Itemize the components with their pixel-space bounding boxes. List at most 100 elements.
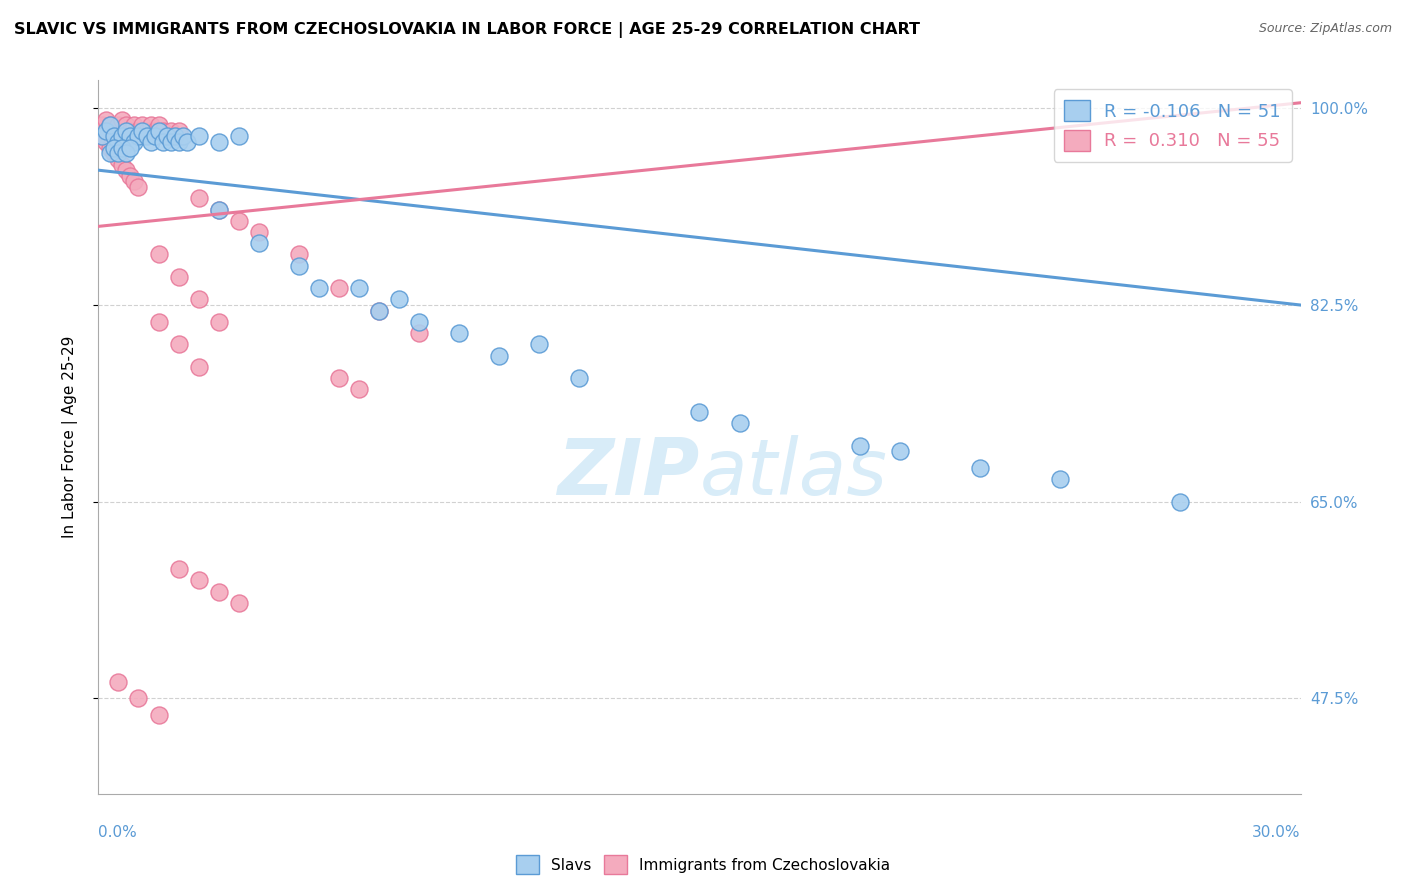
Point: [152, 124, 174, 138]
Point: [167, 337, 190, 351]
Point: [148, 118, 170, 132]
Point: [135, 124, 157, 138]
Text: 0.0%: 0.0%: [98, 825, 138, 840]
Point: [328, 281, 350, 295]
Point: [143, 129, 166, 144]
Point: [139, 118, 162, 132]
Point: [103, 129, 125, 144]
Point: [969, 461, 991, 475]
Point: [167, 562, 190, 576]
Point: [163, 129, 186, 144]
Point: [91, 129, 114, 144]
Legend: Slavs, Immigrants from Czechoslovakia: Slavs, Immigrants from Czechoslovakia: [510, 849, 896, 880]
Point: [111, 112, 134, 127]
Point: [128, 129, 150, 144]
Point: [115, 118, 138, 132]
Point: [115, 124, 138, 138]
Point: [1049, 472, 1071, 486]
Point: [228, 129, 250, 144]
Point: [124, 118, 146, 132]
Point: [107, 146, 129, 161]
Text: Source: ZipAtlas.com: Source: ZipAtlas.com: [1258, 22, 1392, 36]
Point: [111, 141, 134, 155]
Point: [103, 124, 125, 138]
Point: [247, 225, 270, 239]
Point: [124, 174, 146, 188]
Point: [388, 293, 411, 307]
Point: [368, 303, 391, 318]
Point: [689, 405, 711, 419]
Point: [120, 124, 142, 138]
Point: [889, 444, 911, 458]
Point: [187, 129, 209, 144]
Point: [155, 129, 177, 144]
Point: [208, 315, 231, 329]
Point: [100, 118, 122, 132]
Point: [96, 135, 118, 149]
Point: [172, 129, 194, 144]
Point: [288, 259, 311, 273]
Point: [111, 129, 134, 144]
Point: [107, 152, 129, 166]
Point: [228, 213, 250, 227]
Point: [187, 574, 209, 588]
Point: [208, 584, 231, 599]
Text: atlas: atlas: [700, 434, 887, 511]
Point: [208, 135, 231, 149]
Point: [120, 141, 142, 155]
Point: [187, 191, 209, 205]
Point: [208, 202, 231, 217]
Point: [111, 157, 134, 171]
Point: [187, 293, 209, 307]
Point: [91, 118, 114, 132]
Point: [91, 129, 114, 144]
Point: [148, 247, 170, 261]
Point: [228, 596, 250, 610]
Point: [187, 359, 209, 374]
Point: [347, 281, 370, 295]
Point: [103, 146, 125, 161]
Point: [728, 416, 751, 430]
Point: [128, 691, 150, 706]
Point: [148, 708, 170, 723]
Point: [529, 337, 551, 351]
Text: 30.0%: 30.0%: [1253, 825, 1301, 840]
Point: [115, 163, 138, 178]
Point: [308, 281, 330, 295]
Point: [176, 135, 198, 149]
Point: [568, 371, 591, 385]
Point: [107, 135, 129, 149]
Point: [488, 349, 510, 363]
Point: [288, 247, 311, 261]
Point: [849, 438, 872, 452]
Point: [447, 326, 470, 340]
Point: [152, 135, 174, 149]
Text: ZIP: ZIP: [557, 434, 700, 511]
Point: [107, 674, 129, 689]
Point: [100, 141, 122, 155]
Point: [148, 315, 170, 329]
Text: SLAVIC VS IMMIGRANTS FROM CZECHOSLOVAKIA IN LABOR FORCE | AGE 25-29 CORRELATION : SLAVIC VS IMMIGRANTS FROM CZECHOSLOVAKIA…: [14, 22, 920, 38]
Point: [159, 135, 181, 149]
Point: [128, 180, 150, 194]
Point: [167, 135, 190, 149]
Legend: R = -0.106   N = 51, R =  0.310   N = 55: R = -0.106 N = 51, R = 0.310 N = 55: [1053, 89, 1292, 161]
Point: [143, 124, 166, 138]
Point: [103, 141, 125, 155]
Point: [96, 112, 118, 127]
Point: [128, 124, 150, 138]
Point: [1170, 494, 1192, 508]
Point: [96, 124, 118, 138]
Point: [347, 382, 370, 396]
Point: [100, 146, 122, 161]
Point: [139, 135, 162, 149]
Point: [131, 124, 153, 138]
Point: [208, 202, 231, 217]
Point: [131, 118, 153, 132]
Point: [163, 129, 186, 144]
Point: [115, 146, 138, 161]
Y-axis label: In Labor Force | Age 25-29: In Labor Force | Age 25-29: [62, 336, 77, 538]
Point: [408, 326, 430, 340]
Point: [107, 118, 129, 132]
Point: [247, 236, 270, 251]
